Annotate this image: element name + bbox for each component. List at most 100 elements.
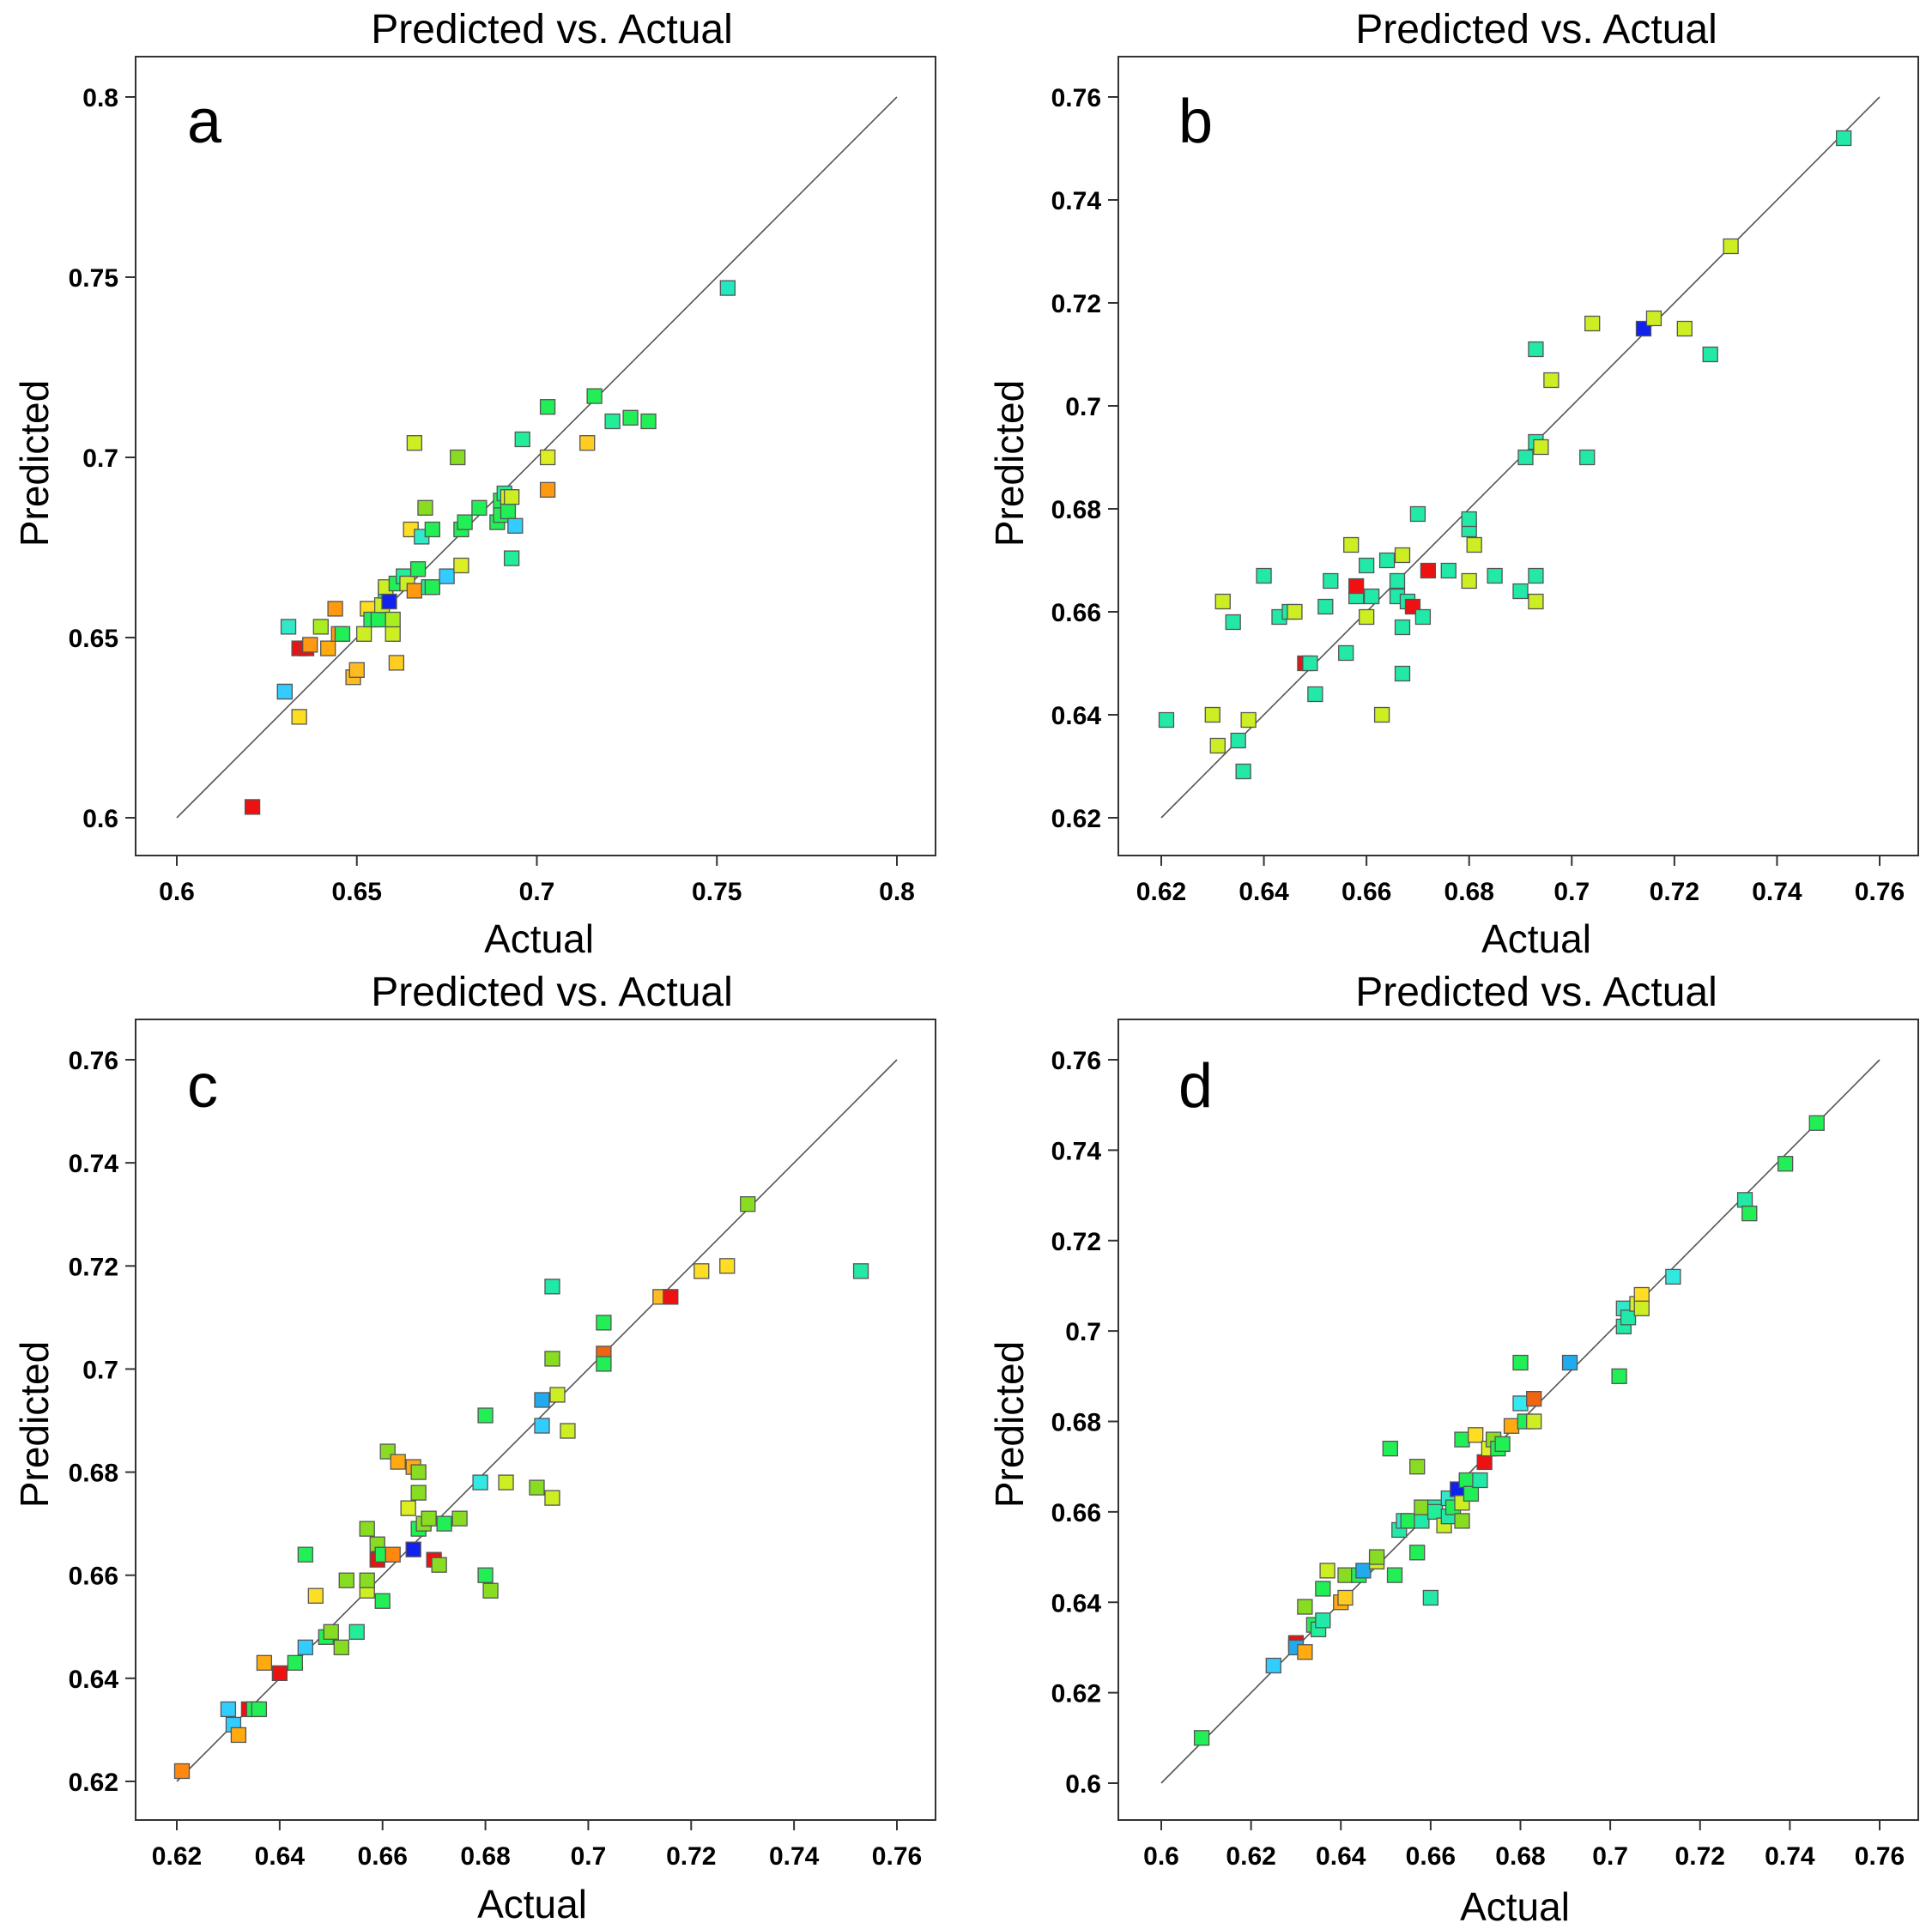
panel-c-data-point — [348, 1624, 365, 1640]
panel-c-y-tick-label: 0.74 — [69, 1150, 119, 1178]
panel-c-letter: c — [187, 1052, 218, 1121]
panel-a-data-point — [539, 481, 556, 498]
panel-b-data-point — [1420, 562, 1437, 579]
panel-b-data-point — [1394, 665, 1411, 682]
panel-d-data-point — [1409, 1459, 1426, 1475]
panel-a-data-point — [370, 611, 387, 628]
panel-d-data-point — [1494, 1436, 1511, 1452]
panel-d-y-tick-label: 0.66 — [1051, 1499, 1101, 1527]
panel-b-data-point — [1378, 552, 1396, 569]
panel-c-data-point — [390, 1454, 406, 1470]
panel-a-data-point — [424, 521, 440, 538]
panel-c-data-point — [307, 1587, 324, 1604]
panel-a-data-point — [450, 449, 466, 466]
panel-c-y-tick-label: 0.64 — [69, 1666, 119, 1694]
panel-d-y-tick-label: 0.74 — [1051, 1137, 1102, 1165]
panel-c-axes-group: 0.62 0.64 0.66 0.68 0.7 0.72 0.74 0.76 0.62 0.64 0… — [69, 1047, 923, 1871]
panel-c-x-tick-label: 0.64 — [255, 1842, 306, 1871]
panel-d-data-point — [1468, 1427, 1484, 1443]
panel-d-data-point — [1620, 1309, 1637, 1326]
panel-a-y-tick-label: 0.65 — [69, 625, 118, 653]
panel-a-y-tick-label: 0.8 — [82, 84, 118, 112]
panel-a-data-point — [604, 413, 621, 430]
panel-b-data-point — [1240, 711, 1257, 729]
panel-c-y-tick-label: 0.76 — [69, 1047, 118, 1075]
panel-d-data-point — [1315, 1612, 1331, 1629]
panel-a-data-point — [471, 499, 488, 516]
panel-d-data-point — [1422, 1589, 1439, 1606]
panel-b-data-point — [1338, 644, 1354, 662]
panel-d-data-point — [1337, 1589, 1354, 1606]
panel-b-data-point — [1517, 449, 1534, 466]
panel-c-y-tick-label: 0.62 — [69, 1769, 118, 1797]
panel-a-data-point — [417, 499, 433, 516]
panel-d-x-tick-label: 0.74 — [1765, 1842, 1815, 1871]
panel-c-data-point — [544, 1351, 560, 1367]
panel-c-data-point — [596, 1315, 612, 1331]
panel-d-axes-group: 0.6 0.62 0.64 0.66 0.68 0.7 0.72 0.74 0.76 0.6 0.6… — [1051, 1047, 1905, 1871]
panel-d-data-point — [1414, 1513, 1430, 1529]
panel-a-data-point — [409, 561, 427, 577]
panel-d-data-point — [1414, 1499, 1430, 1515]
panel-c-x-tick-label: 0.76 — [872, 1842, 922, 1871]
panel-a-x-tick-label: 0.6 — [159, 878, 195, 906]
panel-c-data-point — [852, 1263, 869, 1279]
panel-b-data-point — [1543, 372, 1560, 389]
panel-c-data-point — [323, 1624, 339, 1640]
panel-a-title: Predicted vs. Actual — [371, 7, 733, 52]
panel-d-data-point — [1454, 1513, 1470, 1529]
panel-b-title: Predicted vs. Actual — [1355, 7, 1717, 52]
panel-b-data-point — [1348, 577, 1365, 595]
panel-a-data-point — [320, 640, 336, 656]
panel-b-data-point — [1225, 614, 1241, 631]
panel-c-data-point — [451, 1510, 468, 1527]
panel-b-data-point — [1389, 572, 1406, 590]
panel-b-data-point — [1343, 536, 1360, 553]
panel-a: Predicted vs. Actual 0.6 0.65 0.7 0.75 0.80.… — [12, 7, 936, 961]
panel-c-data-point — [498, 1474, 514, 1491]
panel-a-data-point — [381, 593, 397, 610]
panel-d-data-point — [1337, 1567, 1354, 1583]
panel-b-data-point — [1487, 567, 1503, 584]
panel-b-y-tick-label: 0.64 — [1051, 702, 1102, 730]
panel-b-axes-group: 0.62 0.64 0.66 0.68 0.7 0.72 0.74 0.76 0.62 0.64 0… — [1051, 84, 1905, 906]
panel-c-data-point — [549, 1387, 566, 1403]
panel-d-x-tick-label: 0.68 — [1495, 1842, 1545, 1871]
panel-c-data-point — [534, 1392, 550, 1408]
panel-a-data-point — [719, 280, 736, 296]
panel-b-data-point — [1512, 583, 1529, 600]
panel-d-data-point — [1736, 1192, 1753, 1208]
panel-d-title: Predicted vs. Actual — [1355, 970, 1717, 1015]
panel-a-data-point — [503, 550, 520, 566]
panel-c-data-point — [477, 1567, 494, 1583]
panel-b-data-point — [1676, 320, 1693, 337]
panel-a-y-tick-label: 0.7 — [82, 444, 118, 473]
panel-d-y-tick-label: 0.72 — [1051, 1228, 1101, 1256]
panel-c-x-tick-label: 0.66 — [358, 1842, 408, 1871]
panel-b-y-tick-label: 0.7 — [1065, 393, 1101, 421]
panel-a-axes-group: 0.6 0.65 0.7 0.75 0.8 0.6 0.65 0.7 0.75 0.8 — [69, 84, 915, 906]
panel-d-data-point — [1382, 1440, 1398, 1457]
panel-d-x-tick-label: 0.64 — [1316, 1842, 1366, 1871]
panel-b: Predicted vs. Actual 0.62 0.64 0.66 0.68 0.7… — [987, 7, 1919, 961]
panel-b-data-point — [1461, 572, 1477, 590]
panel-d-x-tick-label: 0.76 — [1855, 1842, 1905, 1871]
panel-a-data-point — [334, 626, 351, 642]
panel-c-y-tick-label: 0.7 — [82, 1356, 118, 1384]
panel-d-data-point — [1512, 1354, 1529, 1371]
panel-a-data-point — [276, 683, 294, 700]
panel-d-data-point — [1426, 1503, 1444, 1521]
panel-d-data-point — [1633, 1286, 1650, 1303]
panel-a-data-point — [406, 583, 423, 599]
panel-c-y-tick-label: 0.68 — [69, 1460, 118, 1488]
panel-b-data-point — [1645, 310, 1662, 327]
panel-c-data-point — [400, 1500, 416, 1516]
panel-d-y-tick-label: 0.62 — [1051, 1680, 1101, 1708]
panel-c-data-point — [421, 1510, 437, 1527]
panel-d-y-tick-label: 0.64 — [1051, 1589, 1102, 1618]
panel-c-data-point — [436, 1515, 452, 1532]
panel-b-y-tick-label: 0.66 — [1051, 599, 1101, 627]
panel-a-data-point — [503, 489, 520, 505]
panel-b-data-point — [1307, 686, 1323, 703]
panel-d-data-point — [1297, 1644, 1313, 1660]
